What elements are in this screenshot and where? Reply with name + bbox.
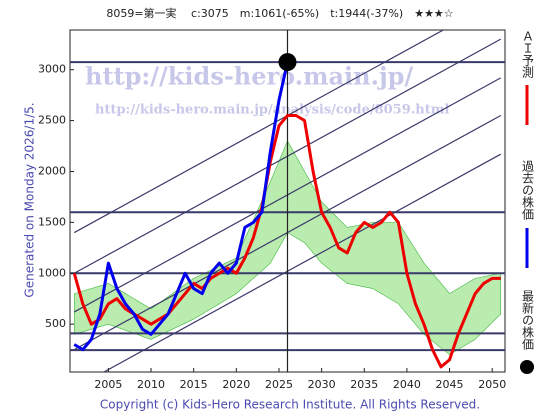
copyright: Copyright (c) Kids-Hero Research Institu… [100, 398, 480, 412]
latest-price [278, 53, 297, 72]
x-tick-label: 2030 [308, 378, 336, 391]
y-tick-label: 500 [45, 317, 66, 330]
y-tick-label: 2500 [38, 114, 66, 127]
x-tick-label: 2015 [180, 378, 208, 391]
legend-label: 過去の株価 [521, 160, 535, 220]
x-tick-label: 2035 [350, 378, 378, 391]
x-tick-label: 2045 [436, 378, 464, 391]
watermark: http://kids-hero.main.jp/ [85, 62, 413, 91]
x-tick-label: 2040 [393, 378, 421, 391]
plot-layer [70, 30, 505, 372]
y-tick-label: 2000 [38, 164, 66, 177]
generated-note: Generated on Monday 2026/1/5. [23, 102, 37, 297]
series-line [73, 61, 289, 352]
legend-swatch [520, 360, 534, 374]
watermark: http://kids-hero.main.jp/analysis/code/8… [95, 103, 450, 118]
x-tick-label: 2050 [478, 378, 506, 391]
x-tick-label: 2010 [137, 378, 165, 391]
x-tick-label: 2005 [94, 378, 122, 391]
legend-label: 最新の株価 [521, 290, 535, 350]
y-tick-label: 3000 [38, 63, 66, 76]
y-tick-label: 1000 [38, 266, 66, 279]
forecast-band [73, 140, 502, 356]
y-tick-label: 1500 [38, 215, 66, 228]
legend-label: ＡＩ予測 [521, 30, 535, 79]
x-tick-label: 2025 [265, 378, 293, 391]
x-tick-label: 2020 [222, 378, 250, 391]
series-line [72, 114, 501, 369]
chart-title: 8059=第一実 c:3075 m:1061(-65%) t:1944(-37%… [106, 6, 453, 20]
